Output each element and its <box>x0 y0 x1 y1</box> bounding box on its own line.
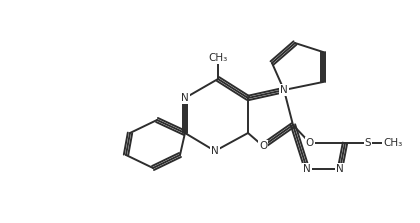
Text: N: N <box>336 164 344 174</box>
Text: S: S <box>365 138 371 148</box>
Text: O: O <box>306 138 314 148</box>
Text: N: N <box>181 93 189 103</box>
Text: CH₃: CH₃ <box>383 138 403 148</box>
Text: N: N <box>303 164 311 174</box>
Text: N: N <box>211 146 219 156</box>
Text: N: N <box>280 85 288 95</box>
Text: CH₃: CH₃ <box>208 53 228 63</box>
Text: O: O <box>259 141 267 151</box>
